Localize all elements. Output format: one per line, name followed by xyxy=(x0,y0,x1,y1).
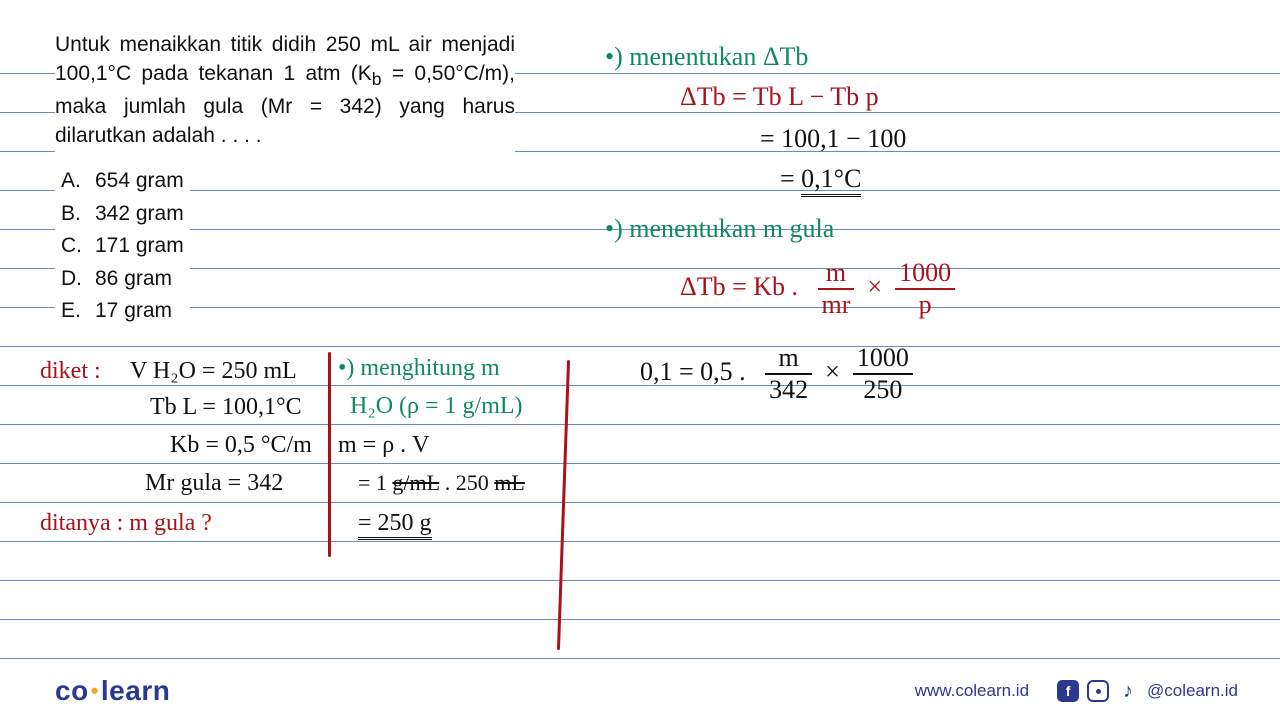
annot-step2-title: •) menentukan m gula xyxy=(605,214,834,244)
annot-step1-v1: = 100,1 − 100 xyxy=(760,124,906,154)
answer-options: A.654 gram B.342 gram C.171 gram D.86 gr… xyxy=(55,160,190,332)
annot-step2-eq: ΔTb = Kb . mmr × 1000p xyxy=(680,260,955,318)
brand-logo: co•learn xyxy=(55,675,170,707)
option-d: D.86 gram xyxy=(61,263,184,295)
option-e: E.17 gram xyxy=(61,295,184,327)
annot-mhit-2: m = ρ . V xyxy=(338,432,430,459)
annot-ditanya: ditanya : m gula ? xyxy=(40,510,212,537)
annot-step1-v2: = 0,1°C xyxy=(780,164,861,194)
annot-mhit-title: •) menghitung m xyxy=(338,355,500,382)
tiktok-icon: ♪ xyxy=(1117,680,1139,702)
annot-mhit-3: = 1 g/mL . 250 mL xyxy=(358,470,525,496)
divider-1 xyxy=(328,352,331,557)
annot-diket-2: Tb L = 100,1°C xyxy=(150,394,302,421)
annot-step1-eq: ΔTb = Tb L − Tb p xyxy=(680,82,879,112)
annot-diket-3: Kb = 0,5 °C/m xyxy=(170,432,312,459)
question-prompt: Untuk menaikkan titik didih 250 mL air m… xyxy=(55,30,515,157)
annot-diket-4: Mr gula = 342 xyxy=(145,470,283,497)
annot-mhit-1: H₂O (ρ = 1 g/mL) xyxy=(350,393,523,420)
annot-diket-1: V H₂O = 250 mL xyxy=(130,358,297,385)
footer-bar: co•learn www.colearn.id f ♪ @colearn.id xyxy=(0,662,1280,720)
annot-mhit-4: = 250 g xyxy=(358,510,432,537)
annot-diket-label: diket : xyxy=(40,358,101,385)
option-c: C.171 gram xyxy=(61,230,184,262)
footer-url: www.colearn.id xyxy=(915,681,1029,701)
facebook-icon: f xyxy=(1057,680,1079,702)
footer-handle: @colearn.id xyxy=(1147,681,1238,701)
footer-socials: f ♪ @colearn.id xyxy=(1057,680,1238,702)
option-b: B.342 gram xyxy=(61,198,184,230)
annot-step2-sub: 0,1 = 0,5 . m342 × 1000250 xyxy=(640,345,913,403)
annot-step1-title: •) menentukan ΔTb xyxy=(605,42,808,72)
instagram-icon xyxy=(1087,680,1109,702)
option-a: A.654 gram xyxy=(61,165,184,197)
